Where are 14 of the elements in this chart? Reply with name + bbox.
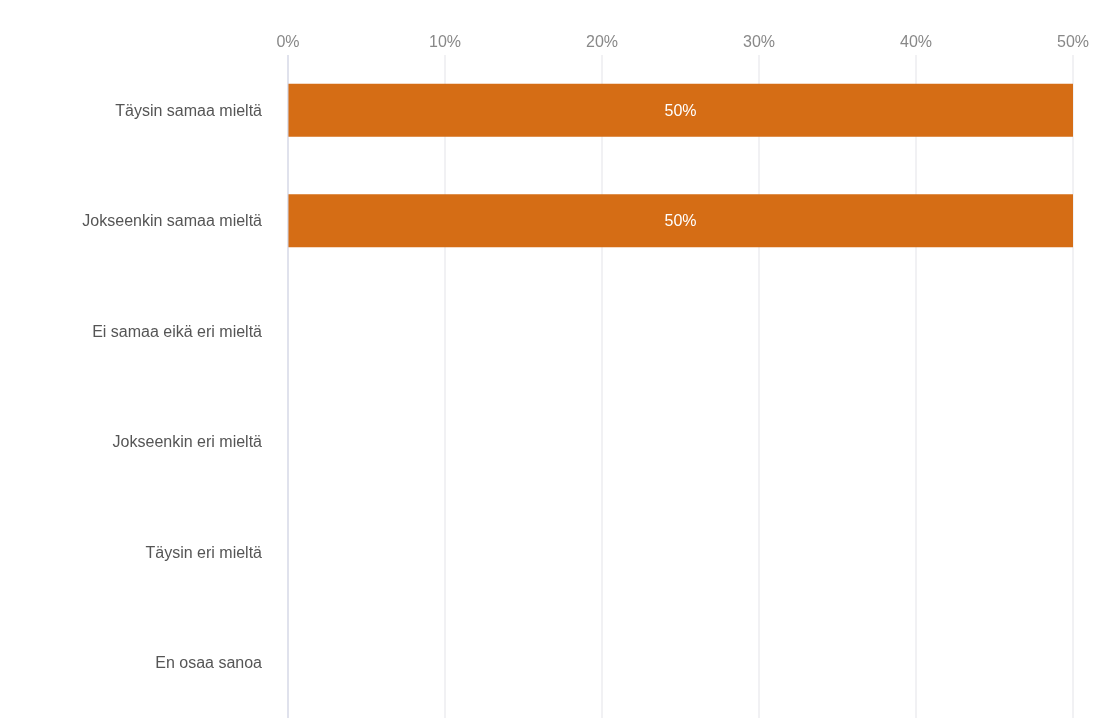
x-tick-label: 30% (742, 33, 776, 50)
data-label: 50% (664, 101, 697, 119)
x-tick-label: 10% (428, 33, 462, 50)
x-tick-label: 20% (585, 33, 619, 50)
y-tick-label: Täysin eri mieltä (145, 543, 263, 561)
y-tick-label: En osaa sanoa (155, 654, 263, 672)
y-tick-label: Jokseenkin eri mieltä (112, 433, 263, 451)
y-tick-label: Täysin samaa mieltä (115, 101, 263, 119)
x-tick-label: 0% (276, 33, 300, 50)
y-tick-label: Ei samaa eikä eri mieltä (92, 322, 263, 340)
data-label: 50% (664, 212, 697, 230)
x-tick-label: 50% (1056, 33, 1090, 50)
x-tick-label: 40% (899, 33, 933, 50)
y-tick-label: Jokseenkin samaa mieltä (82, 212, 263, 230)
